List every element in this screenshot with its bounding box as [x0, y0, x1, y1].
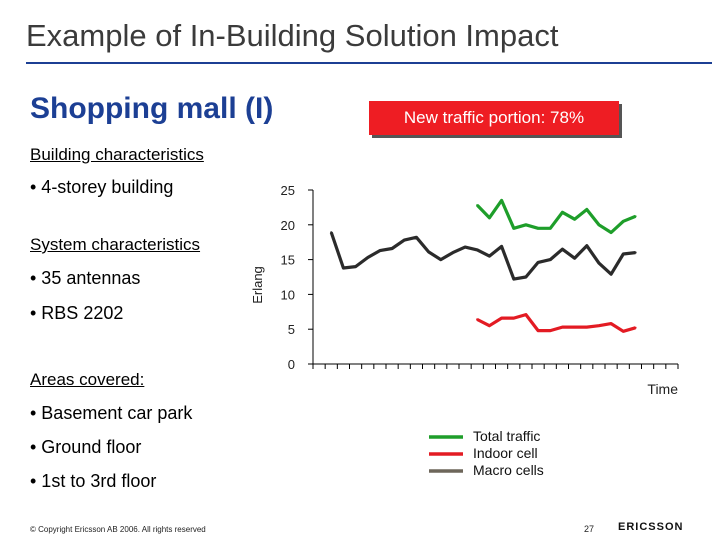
data-point	[500, 245, 503, 248]
data-point	[536, 227, 540, 230]
data-point	[439, 258, 442, 261]
data-point	[524, 313, 528, 316]
data-point	[476, 204, 479, 207]
data-point	[354, 265, 357, 268]
data-point	[609, 322, 613, 325]
x-axis-label: Time	[647, 381, 678, 397]
data-point	[378, 249, 382, 252]
legend-label: Macro cells	[473, 462, 544, 478]
data-point	[622, 220, 625, 223]
data-point	[403, 238, 406, 242]
data-point	[524, 223, 528, 226]
data-point	[585, 325, 588, 329]
y-tick-label: 10	[281, 287, 295, 302]
data-point	[512, 277, 515, 281]
data-point	[609, 231, 613, 234]
ericsson-logo: ERICSSON	[618, 521, 684, 533]
data-point	[366, 256, 369, 259]
y-axis-label: Erlang	[250, 266, 265, 304]
data-point	[622, 252, 625, 256]
data-point	[476, 318, 479, 321]
data-point	[561, 325, 564, 329]
copyright-text: © Copyright Ericsson AB 2006. All rights…	[30, 525, 206, 534]
data-point	[427, 250, 430, 254]
data-point	[463, 245, 467, 249]
data-point	[609, 273, 613, 276]
data-point	[549, 258, 552, 261]
data-point	[634, 251, 637, 254]
data-point	[500, 316, 503, 320]
data-point	[536, 261, 540, 264]
system-item: • RBS 2202	[30, 303, 124, 323]
data-point	[451, 251, 455, 254]
data-point	[634, 326, 637, 329]
data-point	[549, 329, 552, 332]
data-point	[549, 227, 552, 230]
title-divider	[26, 62, 712, 64]
y-tick-label: 25	[281, 183, 295, 198]
data-point	[488, 254, 491, 258]
y-tick-label: 0	[288, 357, 295, 372]
data-point	[622, 330, 625, 333]
data-point	[512, 227, 515, 230]
data-point	[634, 215, 637, 218]
y-tick-label: 5	[288, 322, 295, 337]
data-point	[476, 248, 479, 252]
data-point	[573, 325, 576, 329]
y-tick-label: 15	[281, 253, 295, 268]
traffic-portion-callout: New traffic portion: 78%	[369, 101, 619, 135]
data-point	[488, 216, 491, 219]
legend-label: Indoor cell	[473, 445, 538, 461]
data-point	[524, 275, 528, 279]
data-point	[573, 218, 576, 221]
slide-title: Example of In-Building Solution Impact	[26, 18, 559, 53]
data-point	[597, 223, 601, 226]
data-point	[573, 257, 576, 260]
system-heading: System characteristics	[30, 235, 201, 254]
y-tick-label: 20	[281, 218, 295, 233]
data-point	[597, 324, 601, 327]
data-point	[585, 208, 588, 211]
data-point	[536, 329, 540, 332]
building-item: • 4-storey building	[30, 177, 174, 197]
areas-item: • Ground floor	[30, 437, 142, 457]
data-point	[330, 231, 333, 234]
data-point	[512, 316, 515, 320]
data-point	[415, 236, 418, 239]
data-point	[500, 199, 503, 202]
series-line-2	[476, 313, 636, 333]
data-point	[561, 211, 564, 214]
data-point	[597, 261, 601, 265]
series-line-3	[329, 231, 636, 281]
data-point	[585, 244, 588, 247]
series-line-1	[476, 198, 637, 235]
areas-heading: Areas covered:	[30, 370, 145, 389]
areas-item: • 1st to 3rd floor	[30, 471, 157, 491]
data-point	[561, 248, 564, 251]
legend-label: Total traffic	[473, 428, 540, 444]
system-item: • 35 antennas	[30, 268, 141, 288]
building-heading: Building characteristics	[30, 145, 204, 164]
page-number: 27	[584, 524, 595, 534]
areas-item: • Basement car park	[30, 403, 193, 423]
data-point	[390, 247, 394, 250]
slide-subtitle: Shopping mall (I)	[30, 92, 274, 125]
data-point	[342, 266, 345, 270]
data-point	[488, 324, 491, 327]
